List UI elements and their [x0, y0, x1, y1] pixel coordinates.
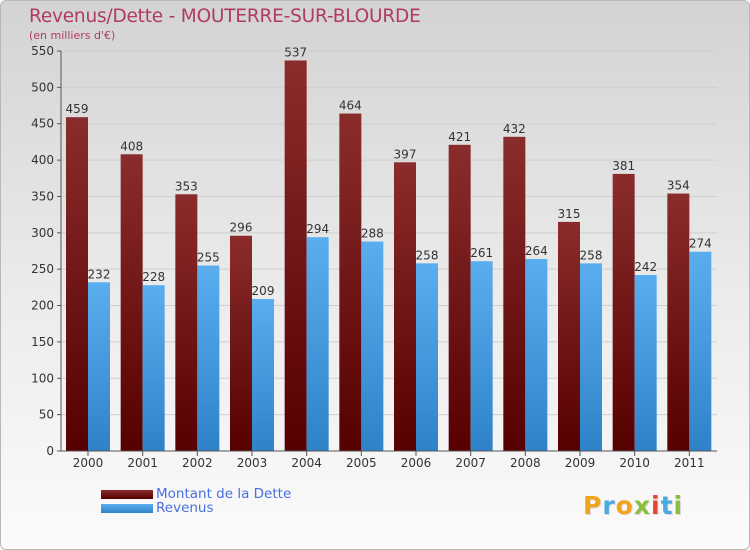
chart-title: Revenus/Dette - MOUTERRE-SUR-BLOURDE: [29, 6, 421, 27]
bar-dette: [230, 235, 252, 451]
y-tick-label: 400: [31, 153, 54, 167]
data-label-dette: 354: [667, 179, 690, 193]
data-label-revenus: 258: [580, 248, 603, 262]
data-label-dette: 296: [230, 221, 253, 235]
bar-dette: [448, 144, 471, 451]
data-label-dette: 464: [339, 99, 362, 113]
legend-swatch-revenue: [101, 504, 153, 513]
data-label-revenus: 228: [142, 270, 165, 284]
x-tick-label: 2005: [346, 456, 377, 470]
y-tick-label: 0: [46, 444, 54, 458]
bar-revenus: [361, 241, 384, 451]
bar-revenus: [252, 299, 274, 451]
x-tick-label: 2007: [455, 456, 486, 470]
x-tick-label: 2003: [237, 456, 268, 470]
y-tick-label: 450: [31, 117, 54, 131]
bar-dette: [394, 162, 416, 452]
labels-layer: 459 232 408 228 353 255 296 209 537 294 464 288 397 2…: [66, 45, 712, 298]
chart-subtitle: (en milliers d'€): [29, 29, 116, 42]
data-label-revenus: 274: [689, 237, 712, 251]
bar-revenus: [634, 275, 657, 451]
data-label-dette: 421: [448, 130, 471, 144]
data-label-revenus: 209: [252, 284, 275, 298]
x-tick-label: 2004: [291, 456, 322, 470]
legend-label-debt: Montant de la Dette: [156, 486, 292, 502]
y-tick-label: 250: [31, 262, 54, 276]
bar-dette: [66, 117, 88, 451]
x-tick-label: 2001: [127, 456, 158, 470]
data-label-revenus: 242: [634, 260, 657, 274]
bar-dette: [503, 136, 526, 451]
bar-revenus: [689, 251, 712, 451]
legend-label-revenue: Revenus: [156, 500, 214, 516]
legend-swatch-debt: [101, 490, 153, 499]
x-tick-label: 2006: [401, 456, 432, 470]
grid-layer: [61, 50, 717, 416]
y-tick-label: 500: [31, 80, 54, 94]
proxiti-logo: Proxiti: [583, 491, 683, 520]
bar-revenus: [470, 261, 493, 451]
bar-revenus: [525, 259, 548, 451]
bars-layer: [66, 60, 712, 452]
bar-revenus: [580, 263, 602, 451]
data-label-dette: 408: [120, 139, 143, 153]
logo-letter: i: [651, 491, 661, 520]
bar-dette: [175, 194, 198, 452]
data-label-revenus: 294: [306, 222, 329, 236]
x-tick-label: 2010: [619, 456, 650, 470]
bar-dette: [284, 60, 307, 452]
bar-revenus: [416, 263, 438, 451]
logo-letter: x: [633, 491, 651, 520]
logo-letter: P: [583, 491, 603, 520]
bar-dette: [558, 221, 580, 451]
y-tick-label: 50: [39, 408, 54, 422]
data-label-revenus: 232: [88, 267, 111, 281]
bar-dette: [339, 113, 362, 451]
axis-layer: 0 50 100 150 200 250 300 350 400 450 500 550 2000 200…: [31, 44, 717, 470]
data-label-revenus: 255: [197, 251, 220, 265]
x-tick-label: 2000: [73, 456, 104, 470]
y-tick-label: 150: [31, 335, 54, 349]
bar-revenus: [88, 282, 110, 451]
data-label-dette: 537: [284, 45, 307, 59]
logo-letter: o: [615, 491, 634, 520]
data-label-dette: 459: [66, 102, 89, 116]
data-label-dette: 353: [175, 179, 198, 193]
y-tick-label: 100: [31, 371, 54, 385]
data-label-revenus: 264: [525, 244, 548, 258]
logo-letter: r: [602, 491, 616, 520]
data-label-dette: 381: [612, 159, 635, 173]
x-tick-label: 2002: [182, 456, 213, 470]
bar-revenus: [142, 285, 165, 451]
bar-revenus: [306, 237, 329, 451]
data-label-dette: 397: [394, 147, 417, 161]
data-label-dette: 315: [558, 207, 581, 221]
logo-letter: i: [673, 491, 684, 520]
bar-dette: [667, 193, 690, 451]
logo-letter: t: [660, 491, 674, 520]
data-label-revenus: 258: [416, 248, 439, 262]
y-tick-label: 550: [31, 44, 54, 58]
data-label-dette: 432: [503, 122, 526, 136]
y-tick-label: 200: [31, 299, 54, 313]
data-label-revenus: 288: [361, 227, 384, 241]
y-tick-label: 350: [31, 189, 54, 203]
x-tick-label: 2011: [674, 456, 705, 470]
bar-dette: [612, 173, 635, 451]
x-tick-label: 2009: [565, 456, 596, 470]
y-tick-label: 300: [31, 226, 54, 240]
x-tick-label: 2008: [510, 456, 541, 470]
bar-revenus: [197, 265, 220, 451]
data-label-revenus: 261: [470, 246, 493, 260]
bar-dette: [120, 154, 143, 452]
